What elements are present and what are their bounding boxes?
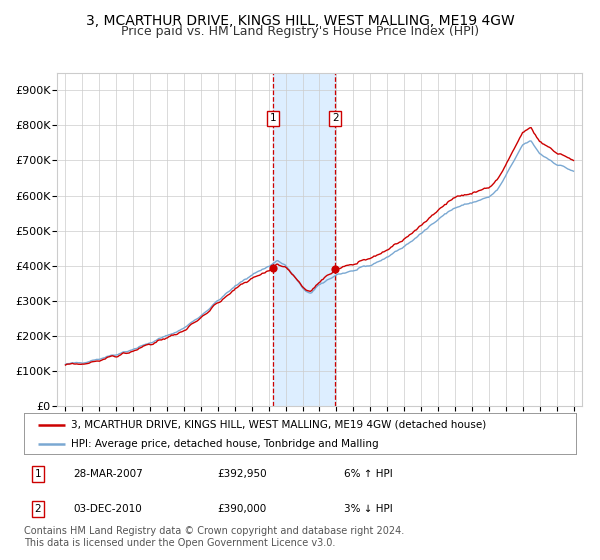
Text: 6% ↑ HPI: 6% ↑ HPI <box>344 469 393 479</box>
Point <box>330 265 340 274</box>
Text: 2: 2 <box>332 113 338 123</box>
Text: 1: 1 <box>269 113 276 123</box>
Point <box>268 264 278 273</box>
Text: 03-DEC-2010: 03-DEC-2010 <box>74 504 142 514</box>
Text: HPI: Average price, detached house, Tonbridge and Malling: HPI: Average price, detached house, Tonb… <box>71 438 379 449</box>
Text: 2: 2 <box>34 504 41 514</box>
Bar <box>273 73 335 406</box>
Text: £392,950: £392,950 <box>217 469 267 479</box>
Text: 1: 1 <box>34 469 41 479</box>
Text: 3% ↓ HPI: 3% ↓ HPI <box>344 504 393 514</box>
Text: Price paid vs. HM Land Registry's House Price Index (HPI): Price paid vs. HM Land Registry's House … <box>121 25 479 38</box>
Text: 28-MAR-2007: 28-MAR-2007 <box>74 469 143 479</box>
Text: Contains HM Land Registry data © Crown copyright and database right 2024.
This d: Contains HM Land Registry data © Crown c… <box>24 526 404 548</box>
Text: 3, MCARTHUR DRIVE, KINGS HILL, WEST MALLING, ME19 4GW: 3, MCARTHUR DRIVE, KINGS HILL, WEST MALL… <box>86 14 514 28</box>
Text: £390,000: £390,000 <box>217 504 266 514</box>
Text: 3, MCARTHUR DRIVE, KINGS HILL, WEST MALLING, ME19 4GW (detached house): 3, MCARTHUR DRIVE, KINGS HILL, WEST MALL… <box>71 419 486 430</box>
